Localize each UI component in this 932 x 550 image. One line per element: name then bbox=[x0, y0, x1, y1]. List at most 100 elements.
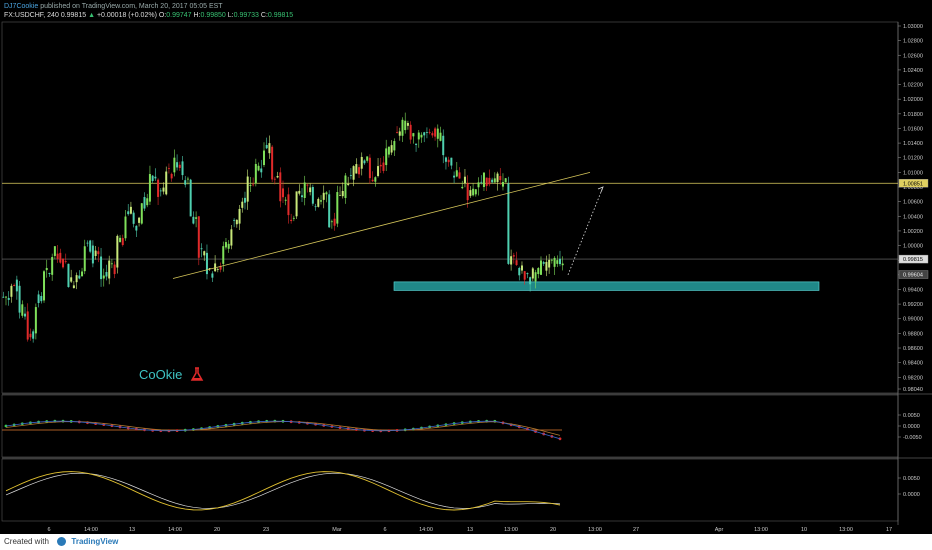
projection-arrow bbox=[597, 186, 604, 193]
price-tick-label: 0.98200 bbox=[903, 375, 923, 381]
candles-group bbox=[2, 112, 564, 343]
price-tick-label: 1.01000 bbox=[903, 170, 923, 176]
candle-body bbox=[135, 225, 138, 231]
price-label: 0.99815 bbox=[903, 257, 923, 263]
candle-body bbox=[29, 333, 32, 338]
candle-body bbox=[24, 313, 27, 317]
time-tick-label: 13:00 bbox=[504, 527, 518, 533]
high-label: H: bbox=[193, 12, 201, 19]
candle-body bbox=[243, 197, 246, 203]
candle-body bbox=[322, 192, 325, 200]
candle-body bbox=[116, 235, 119, 268]
published-text: published on TradingView.com, March 20, … bbox=[40, 3, 223, 10]
candle-body bbox=[59, 252, 62, 263]
candle-body bbox=[192, 216, 195, 224]
candle-body bbox=[91, 245, 94, 264]
candle-body bbox=[241, 201, 244, 208]
candle-body bbox=[360, 156, 363, 169]
candle-body bbox=[67, 263, 70, 287]
candle-body bbox=[382, 162, 385, 171]
price-tick-label: 1.01200 bbox=[903, 156, 923, 162]
candle-body bbox=[320, 200, 323, 202]
price-tick-label: 0.99000 bbox=[903, 317, 923, 323]
candle-body bbox=[434, 128, 437, 137]
candle-body bbox=[542, 262, 545, 264]
price-tick-label: 1.00800 bbox=[903, 185, 923, 191]
tradingview-link[interactable]: TradingView bbox=[71, 537, 119, 546]
candle-body bbox=[227, 243, 230, 249]
candle-body bbox=[56, 253, 59, 259]
candle-body bbox=[48, 272, 51, 275]
candle-body bbox=[442, 135, 445, 156]
candle-body bbox=[143, 197, 146, 209]
candle-body bbox=[396, 132, 399, 133]
candle-body bbox=[151, 175, 154, 181]
candle-body bbox=[510, 256, 513, 265]
candle-body bbox=[358, 167, 361, 175]
candle-body bbox=[545, 261, 548, 271]
candle-body bbox=[94, 250, 97, 257]
candle-body bbox=[355, 164, 358, 174]
price-tick-label: 1.00200 bbox=[903, 229, 923, 235]
candle-body bbox=[279, 172, 282, 202]
candle-body bbox=[515, 260, 518, 266]
time-tick-label: 6 bbox=[383, 527, 386, 533]
price-tick-label: 1.00400 bbox=[903, 214, 923, 220]
close-label: C: bbox=[260, 12, 268, 19]
candle-body bbox=[37, 294, 40, 304]
candle-body bbox=[257, 165, 260, 171]
candle-body bbox=[466, 183, 469, 201]
candle-body bbox=[404, 120, 407, 131]
candle-body bbox=[51, 257, 54, 275]
price-tick-label: 0.99200 bbox=[903, 302, 923, 308]
candle-body bbox=[368, 157, 371, 179]
candle-body bbox=[469, 190, 472, 196]
candle-body bbox=[379, 164, 382, 167]
price-tick-label: 0.98040 bbox=[903, 387, 923, 393]
candle-body bbox=[230, 229, 233, 246]
candle-body bbox=[336, 192, 339, 224]
candle-body bbox=[108, 260, 111, 279]
candle-body bbox=[7, 297, 10, 300]
candle-body bbox=[102, 275, 105, 279]
candle-body bbox=[436, 128, 439, 139]
candle-body bbox=[512, 255, 515, 257]
candle-body bbox=[40, 295, 43, 302]
macd-dots-group bbox=[4, 419, 562, 441]
candle-body bbox=[154, 176, 157, 179]
author-link[interactable]: DJ7Cookie bbox=[4, 3, 39, 10]
candle-body bbox=[417, 132, 420, 140]
price-tick-label: 0.98600 bbox=[903, 346, 923, 352]
high-value: 0.99850 bbox=[200, 12, 226, 19]
candle-body bbox=[450, 157, 453, 166]
time-tick-label: Mar bbox=[332, 527, 342, 533]
candle-body bbox=[252, 184, 255, 186]
time-tick-label: 14:00 bbox=[419, 527, 433, 533]
candle-body bbox=[415, 143, 418, 145]
time-tick-label: 17 bbox=[886, 527, 892, 533]
candle-body bbox=[205, 252, 208, 275]
last-price: 0.99815 bbox=[60, 12, 87, 19]
candle-body bbox=[311, 187, 314, 204]
candle-body bbox=[287, 194, 290, 216]
candle-body bbox=[333, 218, 336, 226]
macd-tick-label: 0.0050 bbox=[903, 413, 920, 419]
time-tick-label: 13:00 bbox=[839, 527, 853, 533]
candle-body bbox=[559, 258, 561, 265]
candle-body bbox=[377, 166, 380, 177]
candle-body bbox=[477, 182, 480, 188]
candle-body bbox=[129, 206, 132, 214]
candle-body bbox=[534, 272, 537, 282]
candle-body bbox=[89, 240, 92, 252]
price-chart-svg[interactable]: 1.03000 1.02800 1.02600 1.02400 1.02200 1.020… bbox=[0, 0, 932, 534]
candle-body bbox=[409, 124, 412, 140]
candle-body bbox=[341, 191, 344, 197]
tradingview-logo-icon bbox=[57, 537, 67, 547]
candle-body bbox=[113, 264, 116, 275]
candle-body bbox=[86, 242, 89, 244]
candle-body bbox=[262, 150, 265, 166]
candle-body bbox=[200, 248, 203, 250]
time-tick-label: Apr bbox=[715, 527, 724, 533]
candle-body bbox=[276, 175, 279, 178]
candle-body bbox=[463, 176, 466, 184]
